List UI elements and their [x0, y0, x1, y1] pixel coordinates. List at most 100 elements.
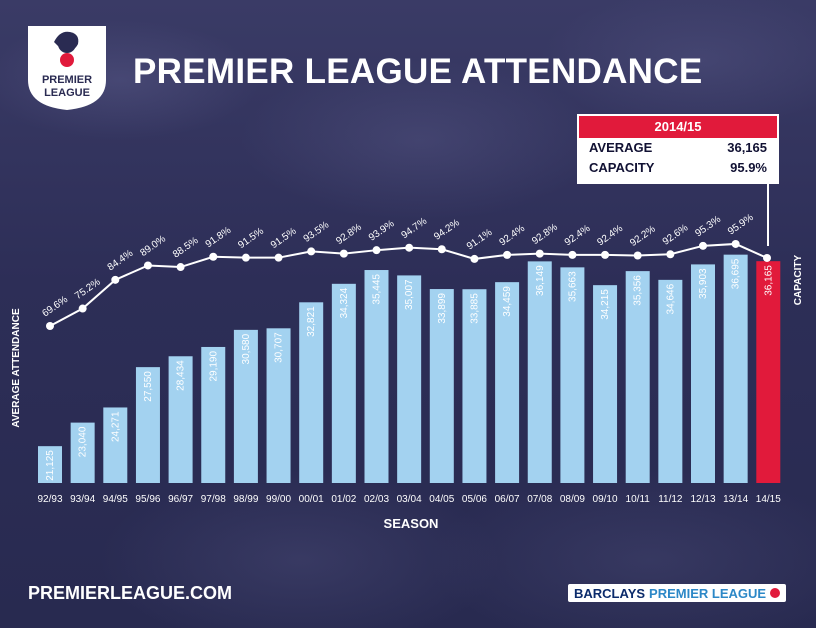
capacity-label: 92.8% — [334, 222, 364, 247]
capacity-label: 94.7% — [400, 216, 430, 241]
capacity-label: CAPACITY — [589, 160, 655, 175]
bar-value-label: 34,324 — [339, 287, 350, 318]
capacity-label: 91.8% — [204, 225, 234, 250]
info-row-average: AVERAGE 36,165 — [579, 138, 777, 158]
bar-value-label: 35,007 — [404, 279, 415, 310]
capacity-label: 84.4% — [106, 248, 136, 273]
capacity-point — [111, 275, 120, 284]
x-tick-label: 03/04 — [397, 494, 422, 505]
bar-value-label: 27,550 — [143, 371, 154, 402]
sponsor-lion-icon — [770, 588, 781, 598]
capacity-label: 92.4% — [595, 223, 625, 248]
bar-03-04 — [397, 275, 422, 483]
x-tick-label: 02/03 — [364, 494, 389, 505]
bar-02-03 — [364, 270, 389, 483]
bar-value-label: 21,125 — [45, 450, 56, 481]
x-tick-label: 00/01 — [299, 494, 324, 505]
capacity-point — [209, 252, 218, 261]
x-axis-label: SEASON — [384, 516, 439, 531]
footer-website-link[interactable]: PREMIERLEAGUE.COM — [28, 583, 233, 603]
sponsor-text-b: PREMIER LEAGUE — [649, 585, 767, 601]
bar-05-06 — [462, 289, 487, 483]
bar-value-label: 33,885 — [469, 293, 480, 324]
capacity-point — [372, 246, 381, 255]
x-tick-label: 01/02 — [331, 494, 356, 505]
capacity-label: 91.5% — [269, 226, 299, 251]
x-tick-label: 11/12 — [658, 494, 683, 505]
bar-value-label: 23,040 — [78, 426, 89, 457]
capacity-point — [437, 245, 446, 254]
x-tick-label: 14/15 — [756, 494, 781, 505]
x-tick-label: 08/09 — [560, 494, 585, 505]
page-title: PREMIER LEAGUE ATTENDANCE — [133, 52, 703, 91]
capacity-point — [46, 322, 54, 330]
bar-98-99 — [233, 329, 258, 483]
capacity-label: 95.9% — [726, 212, 756, 237]
capacity-label: 93.5% — [302, 220, 332, 245]
bar-value-label: 35,356 — [633, 275, 644, 306]
capacity-label: 89.0% — [138, 234, 168, 259]
x-tick-label: 99/00 — [266, 494, 291, 505]
capacity-label: 92.4% — [563, 223, 593, 248]
bar-92-93 — [38, 446, 62, 483]
capacity-label: 92.2% — [628, 224, 658, 249]
capacity-point — [274, 253, 283, 262]
capacity-label: 92.6% — [661, 222, 691, 247]
bar-93-94 — [70, 422, 95, 483]
capacity-label: 91.5% — [236, 226, 266, 251]
bar-11-12 — [658, 279, 683, 483]
bar-value-label: 28,434 — [176, 360, 187, 391]
bar-value-label: 29,190 — [208, 351, 219, 382]
capacity-label: 88.5% — [171, 235, 201, 260]
bar-value-label: 36,149 — [535, 265, 546, 296]
x-tick-label: 93/94 — [70, 494, 95, 505]
x-tick-label: 92/93 — [37, 494, 62, 505]
bar-10-11 — [625, 271, 650, 483]
bar-07-08 — [527, 261, 552, 483]
x-tick-label: 98/99 — [233, 494, 258, 505]
capacity-label: 69.6% — [40, 294, 70, 319]
capacity-point — [143, 261, 152, 270]
bar-value-label: 34,215 — [600, 289, 611, 320]
bar-99-00 — [266, 328, 291, 483]
sponsor-logo: BARCLAYS PREMIER LEAGUE — [568, 584, 787, 602]
bar-08-09 — [560, 267, 585, 483]
capacity-point — [699, 241, 707, 250]
premier-league-logo-icon: PREMIER LEAGUE — [28, 26, 106, 110]
logo-text-premier: PREMIER — [42, 74, 92, 86]
average-value: 36,165 — [727, 140, 767, 155]
bar-value-label: 35,445 — [372, 274, 383, 305]
y-axis-label: AVERAGE ATTENDANCE — [11, 308, 22, 428]
capacity-point-current — [763, 253, 771, 262]
bar-value-label: 35,663 — [567, 271, 578, 302]
capacity-point — [503, 250, 512, 259]
bar-06-07 — [495, 282, 520, 483]
capacity-point — [633, 251, 642, 260]
capacity-point — [731, 239, 740, 248]
capacity-value: 95.9% — [730, 160, 767, 175]
capacity-point — [241, 253, 250, 262]
x-tick-label: 94/95 — [103, 494, 128, 505]
x-tick-label: 04/05 — [429, 494, 454, 505]
bar-96-97 — [168, 356, 193, 483]
x-tick-label: 09/10 — [593, 494, 618, 505]
capacity-point — [601, 250, 610, 259]
capacity-point — [666, 250, 675, 259]
capacity-label: 91.1% — [465, 227, 495, 252]
y-axis-label-right: CAPACITY — [793, 254, 804, 305]
info-row-capacity: CAPACITY 95.9% — [579, 158, 777, 178]
x-tick-label: 06/07 — [495, 494, 520, 505]
bar-14-15 — [756, 261, 781, 483]
bar-97-98 — [201, 346, 226, 483]
bar-value-label: 32,821 — [306, 306, 317, 337]
capacity-point — [176, 263, 185, 272]
bar-04-05 — [429, 289, 454, 483]
bar-value-label: 30,707 — [274, 332, 285, 363]
bar-value-label: 35,903 — [698, 268, 709, 299]
average-label: AVERAGE — [589, 140, 653, 155]
capacity-point — [405, 243, 414, 252]
capacity-label: 93.9% — [367, 218, 397, 243]
capacity-label: 75.2% — [73, 277, 103, 302]
bar-95-96 — [135, 367, 160, 483]
